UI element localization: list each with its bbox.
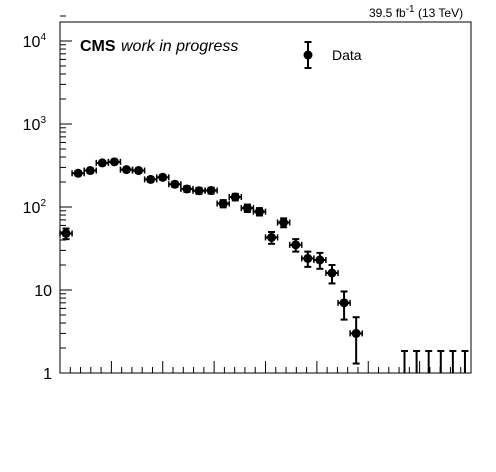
data-point <box>71 168 85 178</box>
data-marker <box>206 186 216 196</box>
lumi-label: 39.5 fb-1 (13 TeV) <box>369 4 463 20</box>
legend-marker <box>303 50 313 60</box>
data-marker <box>97 158 107 168</box>
legend-entry-data: Data <box>332 47 362 63</box>
y-tick-exponent: 2 <box>40 198 46 209</box>
lumi-exponent: -1 <box>406 4 415 15</box>
data-marker <box>315 255 325 265</box>
data-point <box>119 165 134 175</box>
y-tick-base: 10 <box>23 117 41 134</box>
data-marker <box>230 192 240 202</box>
data-point <box>204 186 218 196</box>
data-point <box>301 250 315 268</box>
data-point <box>83 166 98 176</box>
data-point <box>325 264 339 285</box>
data-point <box>288 238 303 253</box>
data-marker <box>242 203 252 213</box>
cms-label: CMS <box>80 38 116 55</box>
data-point <box>155 172 170 182</box>
data-marker <box>170 179 180 189</box>
data-marker <box>121 165 131 175</box>
data-marker <box>134 166 144 176</box>
data-marker <box>291 240 301 250</box>
upper-limit-bar <box>437 350 445 373</box>
legend: Data <box>303 41 362 69</box>
data-point <box>228 192 243 202</box>
data-marker <box>327 268 337 278</box>
data-marker <box>85 166 95 176</box>
data-marker <box>339 298 349 308</box>
data-point <box>59 227 73 241</box>
energy-label: (13 TeV) <box>418 6 463 20</box>
data-marker <box>109 157 119 167</box>
upper-limit-bars <box>401 350 469 373</box>
data-point <box>216 199 230 209</box>
x-axis <box>59 361 472 373</box>
y-tick-exponent: 4 <box>40 32 46 43</box>
work-in-progress-label: work in progress <box>121 38 238 55</box>
data-point <box>264 230 279 245</box>
y-tick-label: 102 <box>23 198 47 217</box>
data-point <box>337 290 351 321</box>
upper-limit-bar <box>413 350 421 373</box>
data-point <box>95 158 110 168</box>
data-point <box>180 184 194 194</box>
plot-frame <box>59 21 472 374</box>
y-tick-label: 104 <box>23 32 47 51</box>
data-marker <box>267 232 277 242</box>
data-marker <box>158 172 168 182</box>
data-point <box>107 157 122 167</box>
data-marker <box>182 184 192 194</box>
data-point <box>252 207 267 217</box>
y-tick-label: 1 <box>43 366 52 383</box>
data-marker <box>218 199 228 209</box>
data-points <box>59 157 363 365</box>
data-marker <box>194 186 204 196</box>
y-tick-base: 1 <box>43 366 52 383</box>
data-marker <box>61 228 71 238</box>
upper-limit-bar <box>401 350 409 373</box>
data-marker <box>279 218 289 228</box>
data-marker <box>73 168 83 178</box>
y-tick-label: 10 <box>34 283 52 300</box>
y-tick-base: 10 <box>34 283 52 300</box>
data-point <box>349 316 363 365</box>
data-point <box>143 174 158 184</box>
y-tick-base: 10 <box>23 34 41 51</box>
data-point <box>131 166 146 176</box>
data-point <box>276 217 291 229</box>
data-point <box>192 186 206 196</box>
data-point <box>240 203 255 214</box>
data-marker <box>146 174 156 184</box>
upper-limit-bar <box>425 350 433 373</box>
upper-limit-bar <box>449 350 457 373</box>
data-marker <box>254 207 264 217</box>
data-marker <box>351 328 361 338</box>
y-tick-base: 10 <box>23 200 41 217</box>
upper-limit-bar <box>461 350 469 373</box>
lumi-value: 39.5 fb <box>369 6 406 20</box>
data-point <box>168 179 182 189</box>
data-marker <box>303 253 313 263</box>
y-tick-exponent: 3 <box>40 115 46 126</box>
y-tick-label: 103 <box>23 115 47 134</box>
data-point <box>313 251 327 270</box>
